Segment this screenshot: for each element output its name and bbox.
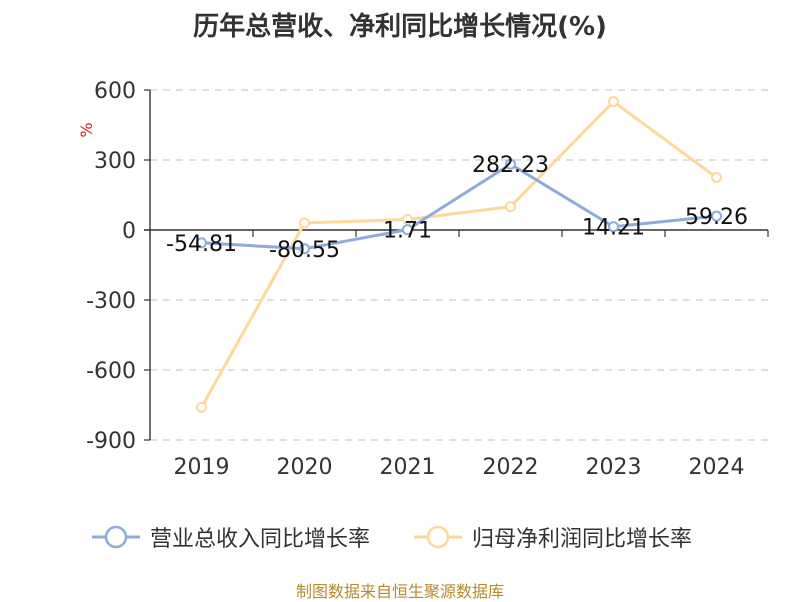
data-source-note: 制图数据来自恒生聚源数据库: [295, 582, 504, 601]
data-point: [402, 214, 413, 225]
data-label: 282.23: [472, 153, 549, 178]
y-axis-label: %: [77, 122, 96, 137]
legend-marker-revenue: [92, 525, 140, 549]
data-label: 14.21: [582, 216, 645, 241]
axes: 600 300 0 -300 -600 -900% 2019 2020 2021 2022 2023…: [77, 79, 769, 480]
data-point: [196, 237, 207, 249]
data-labels: -54.81 -80.55 1.71 282.23 14.21 59.26: [166, 153, 748, 263]
legend-label-net-profit: 归母净利润同比增长率: [472, 527, 693, 552]
data-point: [608, 96, 619, 108]
series-line-0: [201, 162, 717, 251]
chart-title: 历年总营收、净利同比增长情况(%): [193, 12, 607, 42]
legend-item-net-profit[interactable]: 归母净利润同比增长率: [412, 520, 692, 554]
x-tick-label: 2022: [483, 455, 539, 480]
data-label: -54.81: [166, 232, 237, 257]
y-tick-label: 600: [94, 79, 136, 104]
y-tick-label: -900: [86, 429, 136, 454]
data-point: [505, 201, 516, 213]
legend-marker-net-profit: [414, 525, 462, 549]
data-label: 59.26: [685, 205, 748, 230]
series-line-1: [200, 100, 718, 409]
y-tick-label: -300: [86, 289, 136, 314]
data-point: [299, 217, 310, 229]
x-tick-label: 2020: [277, 455, 333, 480]
data-point: [196, 401, 207, 413]
legend-item-revenue[interactable]: 营业总收入同比增长率: [90, 520, 370, 554]
data-point: [299, 243, 310, 255]
x-tick-label: 2024: [689, 455, 745, 480]
y-tick-label: 300: [94, 149, 136, 174]
data-point: [402, 224, 413, 236]
y-tick-label: -600: [86, 359, 136, 384]
x-tick-label: 2019: [174, 455, 230, 480]
data-point: [608, 221, 619, 233]
y-tick-label: 0: [122, 219, 136, 244]
data-point: [711, 210, 722, 222]
x-tick-label: 2021: [380, 455, 436, 480]
data-label: -80.55: [269, 238, 340, 263]
legend-label-revenue: 营业总收入同比增长率: [150, 527, 371, 552]
data-point: [711, 172, 722, 183]
data-label: 1.71: [383, 219, 432, 244]
x-tick-label: 2023: [586, 455, 642, 480]
data-point: [505, 158, 516, 170]
series: [196, 96, 722, 413]
grid-lines: [150, 89, 768, 441]
